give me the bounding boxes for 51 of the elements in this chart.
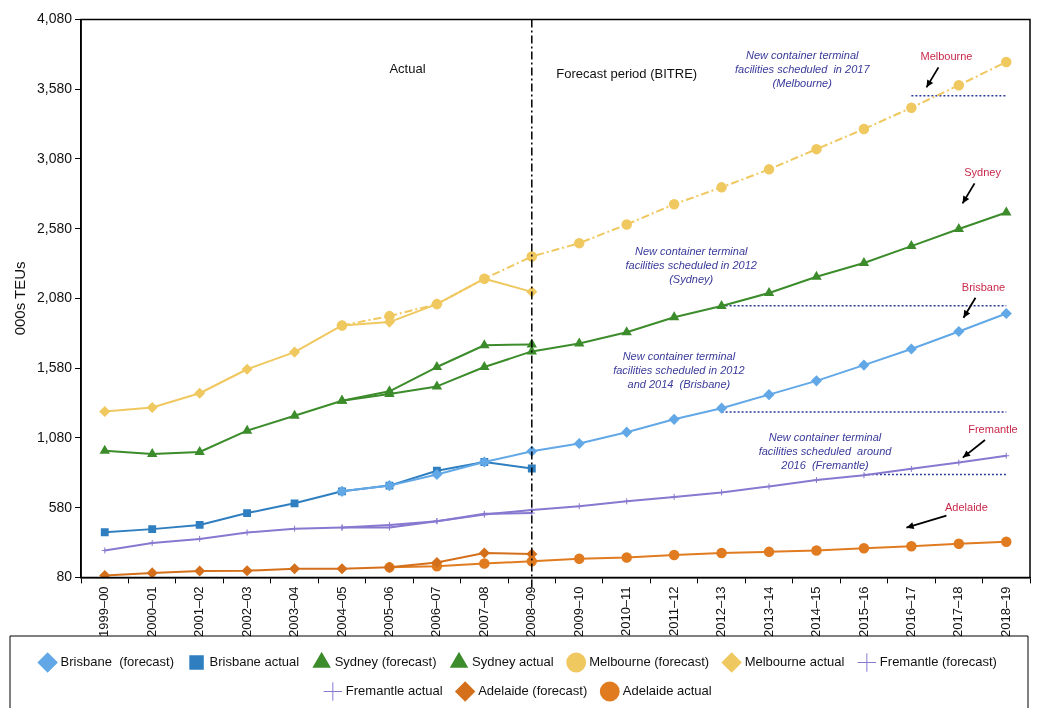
y-tick-label: 1,080 [36,428,73,445]
legend-label: Brisbane actual [209,654,300,670]
x-tick-label: 2005–06 [381,586,397,638]
y-tick-label: 2,080 [36,289,73,306]
y-tick-label: 80 [56,568,73,585]
x-tick-label: 2008–09 [523,586,539,638]
annotation: New container terminal facilities scheduled in 2012 and 2014 (Brisbane) [613,350,745,390]
y-tick-label: 3,080 [36,149,73,166]
y-tick-label: 3,580 [36,80,73,97]
x-tick-label: 2002–03 [238,586,254,638]
annotation: Forecast period (BITRE) [556,66,698,82]
x-tick-label: 1999–00 [96,586,112,638]
annotation: Fremantle [968,423,1018,436]
x-tick-label: 2000–01 [143,586,159,638]
x-tick-label: 2010–11 [618,586,634,637]
legend-label: Sydney actual [472,654,554,670]
x-tick-label: 2018–19 [997,586,1013,638]
annotation: Sydney [964,166,1002,179]
legend-label: Melbourne actual [744,654,845,670]
x-tick-label: 2013–14 [760,586,776,638]
legend-label: Fremantle (forecast) [879,654,997,670]
legend-label: Adelaide actual [622,683,712,699]
y-axis-title: 000s TEUs [11,261,29,336]
x-tick-label: 2009–10 [570,586,586,638]
legend-label: Fremantle actual [345,683,443,699]
y-tick-label: 4,080 [36,10,73,27]
legend-label: Adelaide (forecast) [478,683,588,699]
legend-label: Sydney (forecast) [334,654,437,670]
x-tick-label: 2014–15 [808,586,824,638]
x-tick-label: 2004–05 [333,586,349,638]
x-tick-label: 2006–07 [428,586,444,638]
x-tick-label: 2011–12 [665,586,681,637]
x-tick-label: 2017–18 [950,586,966,638]
x-tick-label: 2001–02 [191,586,207,638]
y-tick-label: 2,580 [36,219,73,236]
annotation: Brisbane [961,280,1006,293]
annotation: New container terminal facilities scheduled in 2017 (Melbourne) [734,49,871,90]
x-tick-label: 2015–16 [855,586,871,638]
x-tick-label: 2003–04 [286,586,302,638]
annotation: Actual [389,60,426,76]
annotation: Adelaide [945,500,988,513]
y-tick-label: 580 [48,498,73,515]
annotation: New container terminal facilities scheduled in 2012 (Sydney) [625,244,757,285]
x-tick-label: 2012–13 [713,586,729,638]
x-tick-label: 2016–17 [902,586,918,638]
annotation: Melbourne [920,50,973,63]
legend-label: Brisbane (forecast) [60,654,175,670]
annotation: New container terminal facilities scheduled around 2016 (Fremantle) [758,430,893,471]
y-tick-label: 1,580 [36,359,73,375]
x-tick-label: 2007–08 [475,586,491,638]
legend-label: Melbourne (forecast) [589,654,710,670]
